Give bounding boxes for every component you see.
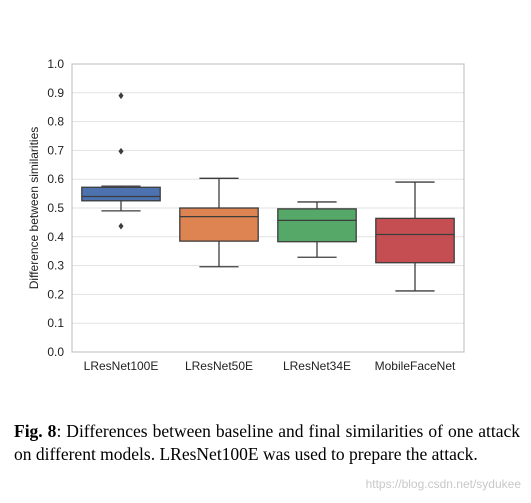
y-tick-label: 0.0 (47, 345, 64, 359)
y-tick-label: 0.6 (47, 172, 64, 186)
y-tick-label: 0.8 (47, 115, 64, 129)
x-tick-label: LResNet34E (283, 359, 351, 373)
box-2 (277, 201, 357, 258)
watermark: https://blog.csdn.net/sydukee (365, 477, 521, 491)
caption-label: Fig. 8 (14, 421, 57, 441)
outlier-point (118, 92, 124, 100)
box-iqr (375, 217, 455, 264)
box-iqr (277, 208, 357, 243)
y-tick-label: 0.7 (47, 143, 64, 157)
y-tick-label: 0.9 (47, 86, 64, 100)
y-tick-labels: 0.0 0.1 0.2 0.3 0.4 0.5 0.6 0.7 0.8 0.9 1.0 (47, 57, 64, 359)
outlier-point (118, 222, 124, 230)
x-tick-labels: LResNet100E LResNet50E LResNet34E MobileFac… (84, 359, 456, 373)
box-iqr (81, 186, 161, 202)
y-tick-label: 1.0 (47, 57, 64, 71)
box-3 (375, 181, 455, 292)
box-1 (179, 177, 259, 268)
y-tick-label: 0.1 (47, 316, 64, 330)
y-tick-label: 0.3 (47, 259, 64, 273)
box-plot-chart: 0.0 0.1 0.2 0.3 0.4 0.5 0.6 0.7 0.8 0.9 1.0 LResNe… (27, 57, 465, 373)
y-tick-label: 0.2 (47, 287, 64, 301)
box-iqr (179, 207, 259, 242)
grid-lines (72, 63, 464, 353)
boxes (81, 92, 455, 292)
outlier-point (118, 147, 124, 155)
caption-text: : Differences between baseline and final… (14, 421, 520, 464)
y-axis-label: Difference between similarities (27, 127, 41, 290)
x-tick-label: LResNet100E (84, 359, 159, 373)
figure-caption: Fig. 8: Differences between baseline and… (14, 420, 520, 466)
y-tick-label: 0.4 (47, 230, 64, 244)
x-tick-label: LResNet50E (185, 359, 253, 373)
x-tick-label: MobileFaceNet (375, 359, 456, 373)
plot-frame (71, 63, 465, 353)
box-0 (81, 92, 161, 230)
y-tick-label: 0.5 (47, 201, 64, 215)
